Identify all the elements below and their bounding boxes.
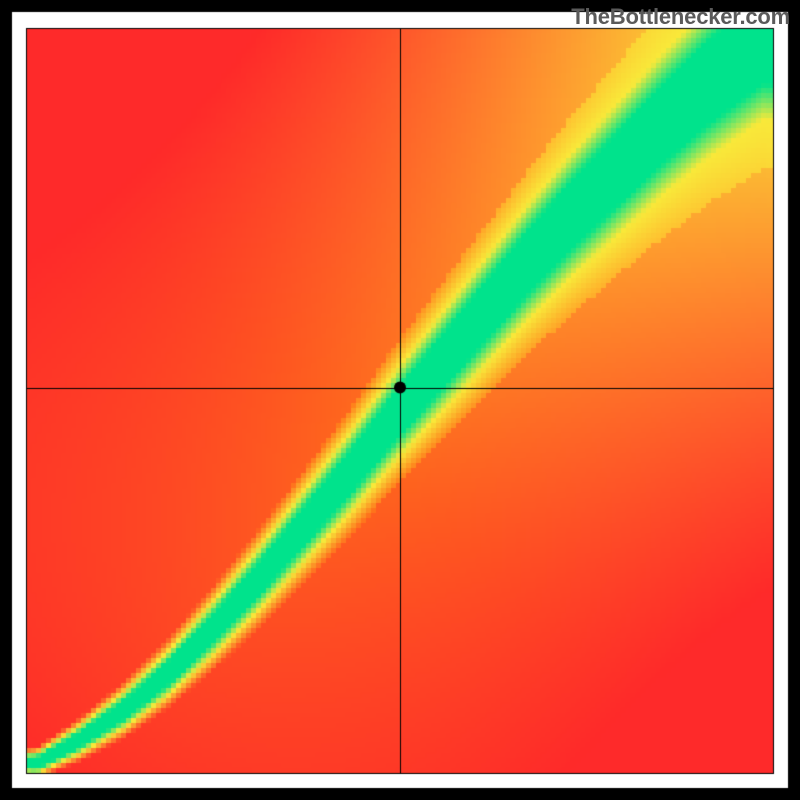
- watermark-text: TheBottlenecker.com: [571, 4, 790, 30]
- bottleneck-heatmap: [0, 0, 800, 800]
